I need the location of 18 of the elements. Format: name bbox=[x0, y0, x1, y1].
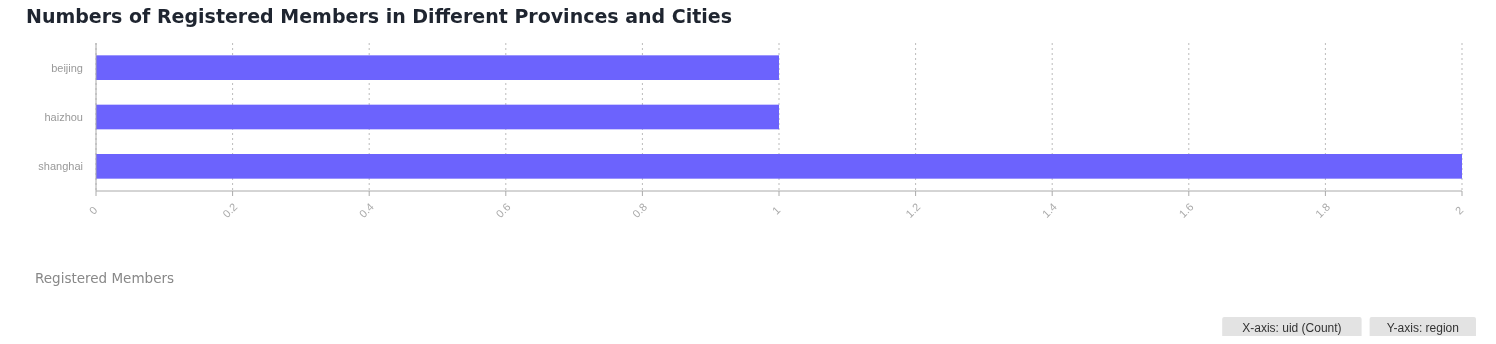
text: X-axis: uid (Count) bbox=[1242, 321, 1342, 336]
x-tick-label: 0.4 bbox=[356, 200, 377, 220]
x-tick-label: 0.6 bbox=[493, 200, 513, 220]
x-tick-label: 2 bbox=[1452, 203, 1466, 217]
chart-title: Numbers of Registered Members in Different Provinces and Cities bbox=[26, 5, 733, 27]
x-tick-label: 0.2 bbox=[220, 200, 240, 220]
x-tick-label: 1.2 bbox=[903, 200, 923, 220]
x-tick-label: 0.8 bbox=[629, 200, 650, 220]
y-tick-label: haizhou bbox=[44, 110, 83, 123]
y-tick-label: beijing bbox=[51, 61, 83, 74]
x-tick-label: 1.8 bbox=[1312, 200, 1333, 220]
y-tick-label: shanghai bbox=[38, 160, 83, 173]
text: Registered Members bbox=[35, 270, 175, 286]
x-tick-label: 0 bbox=[86, 203, 100, 217]
x-tick-label: 1.6 bbox=[1176, 200, 1196, 220]
x-tick-label: 1 bbox=[769, 203, 783, 217]
text: Y-axis: region bbox=[1386, 321, 1459, 336]
x-tick-label: 1.4 bbox=[1039, 200, 1060, 220]
